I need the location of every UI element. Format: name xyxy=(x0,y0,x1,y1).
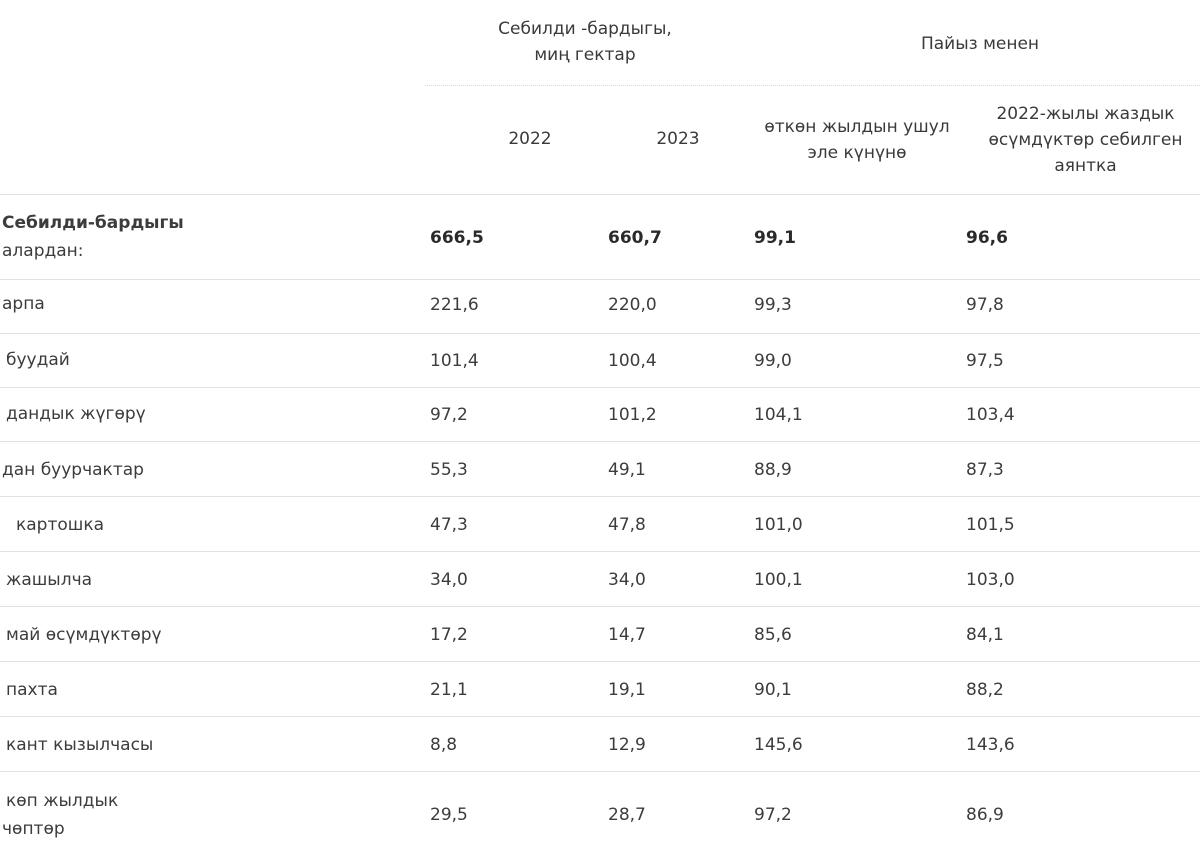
row-sublabel: алардан: xyxy=(2,241,84,261)
cell-spring: 86,9 xyxy=(966,805,1004,825)
row-label: май өсүмдүктөрү xyxy=(6,625,162,645)
row-sublabel: чөптөр xyxy=(2,819,65,839)
cell-2022: 8,8 xyxy=(430,735,458,755)
header-area-group: Себилди -бардыгы, миң гектар xyxy=(498,19,672,65)
header-percent-group: Пайыз менен xyxy=(920,34,1040,54)
cell-spring: 88,2 xyxy=(966,680,1004,700)
row-label: Себилди-бардыгы xyxy=(2,213,184,233)
cell-2023: 101,2 xyxy=(608,405,657,425)
cell-prev: 99,0 xyxy=(754,351,792,371)
cell-spring: 84,1 xyxy=(966,625,1004,645)
cell-2023: 34,0 xyxy=(608,570,646,590)
row-divider xyxy=(0,496,1200,497)
cell-2022: 221,6 xyxy=(430,295,479,315)
cell-2023: 19,1 xyxy=(608,680,646,700)
table-row: кант кызылчасы 8,8 12,9 145,6 143,6 xyxy=(0,717,1200,772)
cell-prev: 99,3 xyxy=(754,295,792,315)
table-row: буудай 101,4 100,4 99,0 97,5 xyxy=(0,334,1200,388)
row-divider xyxy=(0,387,1200,388)
cell-2023: 49,1 xyxy=(608,460,646,480)
cell-2022: 47,3 xyxy=(430,515,468,535)
row-label: кант кызылчасы xyxy=(6,735,154,755)
table-row: көп жылдык чөптөр 29,5 28,7 97,2 86,9 xyxy=(0,772,1200,848)
cell-prev: 85,6 xyxy=(754,625,792,645)
cell-2022: 29,5 xyxy=(430,805,468,825)
header-bottom-rule xyxy=(0,194,1200,195)
cell-spring: 97,5 xyxy=(966,351,1004,371)
cell-2023: 14,7 xyxy=(608,625,646,645)
row-label: жашылча xyxy=(6,570,93,590)
cell-prev: 97,2 xyxy=(754,805,792,825)
cell-spring: 101,5 xyxy=(966,515,1015,535)
row-divider xyxy=(0,771,1200,772)
table-row: картошка 47,3 47,8 101,0 101,5 xyxy=(0,497,1200,552)
header-col-prev-year: өткөн жылдын ушул эле күнүнө xyxy=(764,117,950,163)
row-label: картошка xyxy=(16,515,105,535)
cell-2023: 100,4 xyxy=(608,351,657,371)
header-col-2022: 2022 xyxy=(508,129,552,149)
cell-spring: 97,8 xyxy=(966,295,1004,315)
row-divider xyxy=(0,551,1200,552)
cell-2022: 101,4 xyxy=(430,351,479,371)
cell-spring: 103,4 xyxy=(966,405,1015,425)
row-divider xyxy=(0,606,1200,607)
cell-2023: 220,0 xyxy=(608,295,657,315)
row-label: пахта xyxy=(6,680,58,700)
cell-spring: 96,6 xyxy=(966,228,1008,248)
row-label: дандык жүгөрү xyxy=(6,404,146,424)
row-label: дан буурчактар xyxy=(2,460,144,480)
table-row: пахта 21,1 19,1 90,1 88,2 xyxy=(0,662,1200,717)
cell-2022: 34,0 xyxy=(430,570,468,590)
row-divider xyxy=(0,441,1200,442)
row-divider xyxy=(0,333,1200,334)
cell-spring: 143,6 xyxy=(966,735,1015,755)
cell-prev: 99,1 xyxy=(754,228,796,248)
row-label: арпа xyxy=(2,294,45,314)
cell-2023: 660,7 xyxy=(608,228,662,248)
cell-2023: 47,8 xyxy=(608,515,646,535)
header-divider xyxy=(425,85,1200,86)
row-divider xyxy=(0,661,1200,662)
row-divider xyxy=(0,716,1200,717)
cell-prev: 100,1 xyxy=(754,570,803,590)
cell-prev: 88,9 xyxy=(754,460,792,480)
table-row: жашылча 34,0 34,0 100,1 103,0 xyxy=(0,552,1200,607)
cell-prev: 101,0 xyxy=(754,515,803,535)
cell-2022: 55,3 xyxy=(430,460,468,480)
table-row: дандык жүгөрү 97,2 101,2 104,1 103,4 xyxy=(0,388,1200,442)
table-row: дан буурчактар 55,3 49,1 88,9 87,3 xyxy=(0,442,1200,497)
cell-spring: 103,0 xyxy=(966,570,1015,590)
cell-2022: 97,2 xyxy=(430,405,468,425)
cell-2022: 21,1 xyxy=(430,680,468,700)
cell-2023: 28,7 xyxy=(608,805,646,825)
table-row: Себилди-бардыгы алардан: 666,5 660,7 99,… xyxy=(0,195,1200,280)
cell-spring: 87,3 xyxy=(966,460,1004,480)
row-divider xyxy=(0,279,1200,280)
row-label: көп жылдык xyxy=(6,791,119,811)
table-row: май өсүмдүктөрү 17,2 14,7 85,6 84,1 xyxy=(0,607,1200,662)
cell-prev: 104,1 xyxy=(754,405,803,425)
header-col-2023: 2023 xyxy=(656,129,700,149)
cell-2022: 17,2 xyxy=(430,625,468,645)
cell-prev: 145,6 xyxy=(754,735,803,755)
cell-2023: 12,9 xyxy=(608,735,646,755)
cell-2022: 666,5 xyxy=(430,228,484,248)
header-col-2022-spring: 2022-жылы жаздык өсүмдүктөр себилген аян… xyxy=(988,104,1183,176)
cell-prev: 90,1 xyxy=(754,680,792,700)
row-label: буудай xyxy=(6,350,70,370)
table-row: арпа 221,6 220,0 99,3 97,8 xyxy=(0,280,1200,334)
